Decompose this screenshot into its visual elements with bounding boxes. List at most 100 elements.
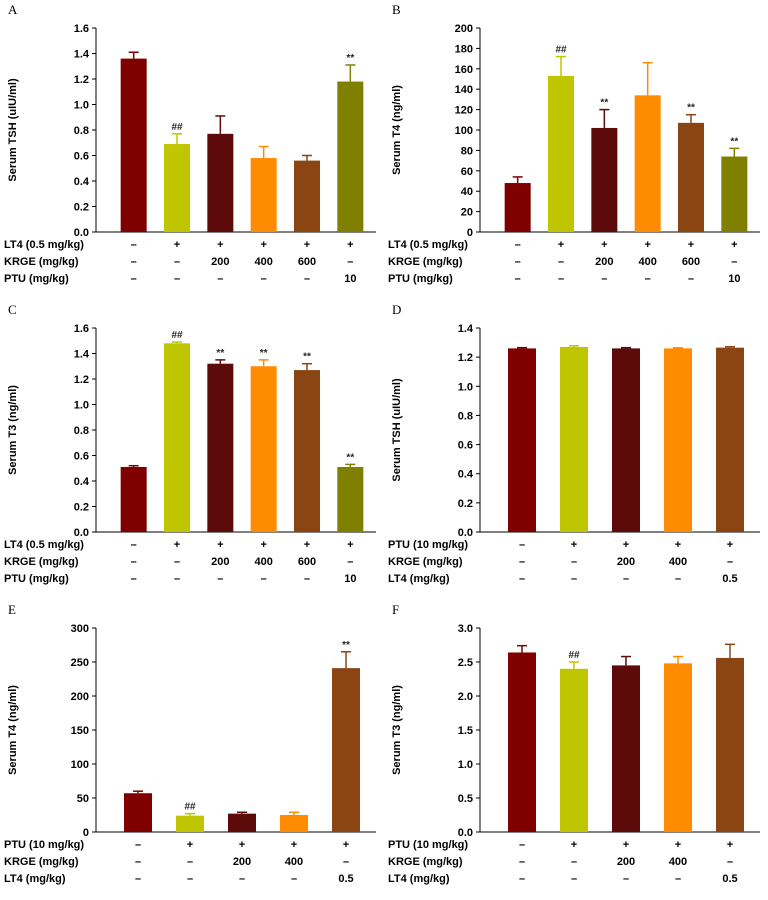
bar [207, 363, 234, 532]
chart-panel-e: E Serum T4 (ng/ml) 0 50 100 150 200 250 300 ## ** P… [0, 600, 384, 900]
y-tick-label: 200 [71, 691, 89, 703]
y-tick-label: 0.4 [74, 476, 90, 488]
bar [207, 133, 234, 232]
y-tick-label: 0.0 [458, 827, 473, 839]
y-tick-label: 100 [71, 759, 89, 771]
treatment-cell: – [515, 239, 521, 251]
y-tick-label: 0.4 [74, 176, 90, 188]
treatment-cell: 200 [595, 256, 613, 268]
bar [612, 665, 640, 832]
panel-label: E [8, 602, 16, 617]
treatment-cell: + [239, 839, 245, 851]
treatment-row-label: PTU (mg/kg) [4, 573, 69, 585]
treatment-row-label: LT4 (mg/kg) [388, 873, 450, 885]
bar [634, 95, 661, 232]
y-tick-label: 3.0 [458, 623, 473, 635]
treatment-cell: + [571, 839, 577, 851]
y-tick-label: 0.6 [74, 451, 89, 463]
panel-label: D [392, 302, 401, 317]
y-tick-label: 0.2 [74, 202, 89, 214]
y-tick-label: 1.0 [458, 381, 473, 393]
treatment-cell: – [519, 873, 525, 885]
treatment-cell: – [343, 856, 349, 868]
treatment-cell: – [131, 573, 137, 585]
y-tick-label: 0 [467, 227, 473, 239]
treatment-cell: – [217, 273, 223, 285]
treatment-cell: + [304, 539, 310, 551]
y-tick-label: 160 [455, 64, 473, 76]
treatment-cell: 10 [344, 273, 356, 285]
treatment-cell: 400 [638, 256, 656, 268]
treatment-cell: – [131, 556, 137, 568]
y-tick-label: 2.0 [458, 691, 473, 703]
treatment-cell: – [174, 556, 180, 568]
treatment-cell: – [187, 856, 193, 868]
treatment-cell: 600 [298, 556, 316, 568]
treatment-cell: – [675, 873, 681, 885]
significance-marker: ** [687, 103, 695, 114]
y-tick-label: 2.5 [458, 657, 473, 669]
treatment-cell: – [601, 273, 607, 285]
y-tick-label: 1.0 [458, 759, 473, 771]
treatment-cell: – [261, 573, 267, 585]
y-tick-label: 80 [461, 145, 473, 157]
treatment-cell: + [174, 239, 180, 251]
treatment-cell: 400 [254, 256, 272, 268]
chart-panel-c: C Serum T3 (ng/ml) 0.0 0.2 0.4 0.6 0.8 1.0 1.2 1.… [0, 300, 384, 600]
significance-marker: ** [260, 348, 268, 359]
significance-marker: ** [216, 348, 224, 359]
treatment-cell: + [217, 539, 223, 551]
y-tick-label: 0.0 [74, 527, 89, 539]
bar-chart: F Serum T3 (ng/ml) 0.0 0.5 1.0 1.5 2.0 2.5 3.0 ##… [388, 602, 760, 885]
y-tick-label: 1.6 [74, 23, 89, 35]
treatment-cell: + [291, 839, 297, 851]
treatment-row-label: KRGE (mg/kg) [388, 256, 463, 268]
bar [337, 466, 364, 532]
bar [250, 366, 277, 532]
y-tick-label: 60 [461, 166, 473, 178]
y-axis-label: Serum TSH (uIU/ml) [391, 378, 403, 482]
treatment-row-label: KRGE (mg/kg) [4, 856, 79, 868]
y-axis-label: Serum TSH (uIU/ml) [7, 78, 19, 182]
y-tick-label: 0.2 [458, 498, 473, 510]
treatment-cell: 10 [728, 273, 740, 285]
panel-label: B [392, 2, 401, 17]
y-tick-label: 150 [71, 725, 89, 737]
treatment-cell: 400 [254, 556, 272, 568]
y-tick-label: 0.0 [458, 527, 473, 539]
bar-chart: C Serum T3 (ng/ml) 0.0 0.2 0.4 0.6 0.8 1.0 1.2 1.… [4, 302, 376, 585]
y-tick-label: 1.0 [74, 100, 89, 112]
treatment-row-label: PTU (mg/kg) [4, 273, 69, 285]
y-tick-label: 0 [83, 827, 89, 839]
treatment-cell: – [239, 873, 245, 885]
treatment-row-label: PTU (10 mg/kg) [388, 539, 468, 551]
treatment-cell: – [131, 239, 137, 251]
treatment-row-label: KRGE (mg/kg) [4, 556, 79, 568]
treatment-cell: 200 [211, 556, 229, 568]
bar [120, 466, 147, 532]
treatment-row-label: LT4 (0.5 mg/kg) [4, 539, 84, 551]
bar-chart: D Serum TSH (uIU/ml) 0.0 0.2 0.4 0.6 0.8 1.0 1.2… [388, 302, 760, 585]
y-tick-label: 0.0 [74, 227, 89, 239]
bar [120, 58, 147, 232]
chart-panel-d: D Serum TSH (uIU/ml) 0.0 0.2 0.4 0.6 0.8 1.0 1.2… [384, 300, 768, 600]
significance-marker: ** [730, 136, 738, 147]
chart-panel-b: B Serum T4 (ng/ml) 0 20 40 60 80 100 120 140 160 18… [384, 0, 768, 300]
treatment-cell: – [174, 256, 180, 268]
y-tick-label: 200 [455, 23, 473, 35]
treatment-cell: – [727, 556, 733, 568]
treatment-cell: 200 [233, 856, 251, 868]
treatment-cell: – [515, 256, 521, 268]
significance-marker: ## [171, 122, 183, 133]
treatment-cell: – [217, 573, 223, 585]
bar [294, 370, 320, 532]
y-tick-label: 1.2 [458, 352, 473, 364]
chart-panel-f: F Serum T3 (ng/ml) 0.0 0.5 1.0 1.5 2.0 2.5 3.0 ##… [384, 600, 768, 900]
y-tick-label: 0.8 [74, 425, 89, 437]
treatment-cell: + [675, 839, 681, 851]
bar [721, 156, 748, 232]
treatment-cell: + [601, 239, 607, 251]
treatment-cell: – [131, 256, 137, 268]
significance-marker: ## [555, 45, 567, 56]
significance-marker: ## [171, 330, 183, 341]
